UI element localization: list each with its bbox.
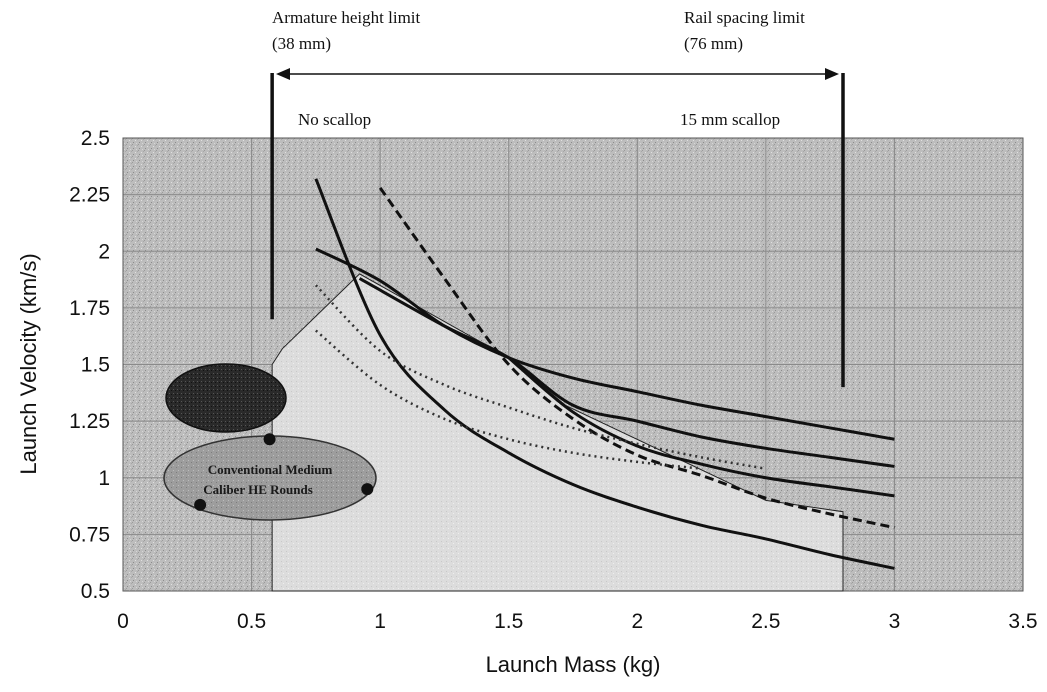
y-tick-label: 1 — [98, 467, 110, 490]
armature-height-label: Armature height limit — [272, 8, 421, 27]
limit-lines — [270, 73, 845, 388]
y-tick-label: 2.25 — [69, 184, 110, 207]
x-tick-label: 3.5 — [1008, 610, 1037, 633]
series-line-3 — [507, 356, 895, 498]
y-tick-labels: 0.5 0.75 1 1.25 1.5 1.75 2 2.25 2.5 — [69, 127, 110, 603]
y-tick-label: 1.75 — [69, 297, 110, 320]
arrowhead-right — [825, 68, 839, 80]
rounds-point-2 — [361, 483, 374, 496]
arrowhead-left — [276, 68, 290, 80]
no-scallop-label: No scallop — [298, 110, 371, 129]
series-group — [314, 178, 895, 570]
rail-spacing-label: Rail spacing limit — [684, 8, 805, 27]
armature-height-value: (38 mm) — [272, 34, 331, 53]
x-tick-label: 0 — [117, 610, 129, 633]
y-axis-label: Launch Velocity (km/s) — [16, 253, 41, 474]
x-axis-label: Launch Mass (kg) — [486, 652, 661, 677]
y-tick-label: 0.75 — [69, 523, 110, 546]
ellipse-label-line2: Caliber HE Rounds — [203, 482, 313, 497]
rounds-point-1 — [263, 433, 276, 446]
rounds-point-0 — [194, 498, 207, 511]
y-tick-label: 1.5 — [81, 354, 110, 377]
advanced-rounds-ellipse — [165, 363, 287, 433]
series-line-0 — [315, 247, 895, 441]
series-line-4 — [378, 186, 895, 530]
x-tick-label: 0.5 — [237, 610, 266, 633]
scallop-15mm-label: 15 mm scallop — [680, 110, 780, 129]
y-tick-label: 2.5 — [81, 127, 110, 150]
x-tick-label: 1 — [374, 610, 386, 633]
x-tick-label: 3 — [889, 610, 901, 633]
y-tick-label: 0.5 — [81, 580, 110, 603]
x-tick-label: 1.5 — [494, 610, 523, 633]
y-tick-label: 1.25 — [69, 410, 110, 433]
x-tick-label: 2 — [631, 610, 643, 633]
series-line-1 — [314, 178, 895, 570]
rail-spacing-value: (76 mm) — [684, 34, 743, 53]
y-tick-label: 2 — [98, 240, 110, 263]
ellipse-label-line1: Conventional Medium — [208, 462, 333, 477]
x-tick-labels: 0 0.5 1 1.5 2 2.5 3 3.5 — [117, 610, 1037, 633]
x-tick-label: 2.5 — [751, 610, 780, 633]
series-line-2 — [358, 277, 895, 468]
rounds-points — [194, 433, 374, 511]
series-line-6 — [315, 329, 702, 470]
